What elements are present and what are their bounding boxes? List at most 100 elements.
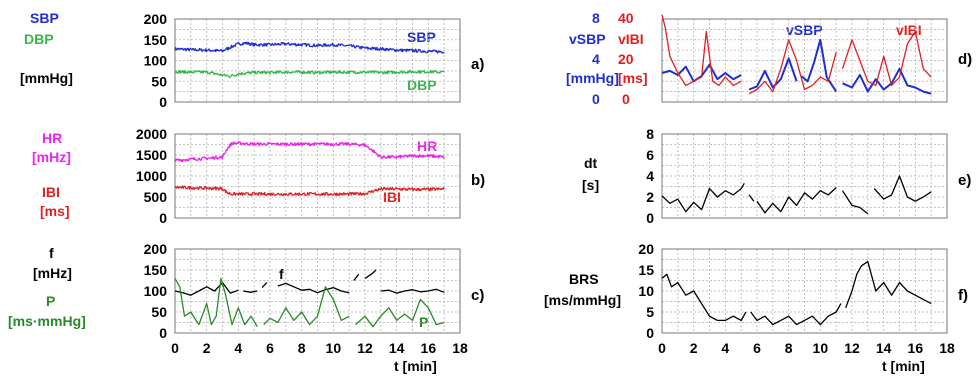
inline-label-hr: HR	[417, 138, 437, 154]
series-line-vsbp	[748, 57, 798, 91]
label-vibi: vIBI	[618, 31, 644, 47]
series-line-f	[353, 273, 360, 281]
series-line-vibi	[748, 39, 837, 95]
series-line-f	[174, 281, 239, 296]
y-tick-label: 100	[144, 283, 168, 299]
plot-frame	[174, 18, 461, 103]
y-tick-label: 0	[159, 210, 167, 226]
y-tick-label: 1500	[136, 147, 167, 163]
x-tick-label: 6	[266, 340, 274, 356]
x-tick-label: 14	[389, 340, 405, 356]
series-line-dt	[661, 182, 745, 213]
label-brs: BRS	[569, 271, 599, 287]
series-line-dt	[841, 190, 869, 215]
label-vsbp: vSBP	[569, 31, 606, 47]
series-line-dbp	[174, 69, 445, 79]
label-d-right-20: 20	[618, 51, 634, 67]
label-d-right-unit: [ms]	[618, 70, 648, 86]
series-line-sbp	[174, 41, 445, 54]
x-axis-label-right: t [min]	[882, 358, 925, 374]
panel-b-labels: HR [mHz] IBI [ms] HR IBI b)	[32, 130, 485, 219]
series-line-ibi	[174, 185, 445, 197]
y-tick-label: 150	[144, 32, 168, 48]
y-tick-label: 5	[646, 304, 654, 320]
y-tick-label: 10	[638, 283, 654, 299]
y-tick-label: 0	[646, 325, 654, 341]
series-line-vsbp	[800, 38, 838, 93]
inline-label-p: P	[419, 314, 428, 330]
chart-panel-c: 0 50 100 150 200 0 2 4 6 8 10 12 14 16 18	[144, 241, 468, 356]
y-tick-label: 0	[646, 210, 654, 226]
series-line-f	[364, 269, 377, 279]
series-line-brs	[661, 273, 747, 322]
label-f-unit: [mHz]	[33, 265, 72, 281]
panel-letter-b: b)	[471, 172, 485, 189]
label-dt: dt	[584, 155, 598, 171]
x-tick-label: 4	[721, 340, 729, 356]
label-d-right-0: 0	[622, 91, 630, 107]
y-tick-label: 2000	[136, 126, 167, 142]
y-tick-label: 2	[646, 189, 654, 205]
series-line-vibi	[661, 14, 742, 87]
x-tick-label: 4	[234, 340, 242, 356]
x-tick-label: 8	[785, 340, 793, 356]
panel-e-labels: dt [s] e)	[582, 155, 971, 193]
series-line-vsbp	[842, 67, 932, 95]
series-line-dt	[873, 175, 932, 202]
x-tick-label: 12	[357, 340, 373, 356]
chart-panel-d	[661, 14, 948, 103]
inline-label-vsbp: vSBP	[786, 22, 823, 38]
y-tick-label: 1000	[136, 168, 167, 184]
x-tick-label: 18	[939, 340, 955, 356]
chart-panel-f: 0 5 10 15 20 0 2 4 6 8 10 12 14 16 18	[638, 241, 955, 356]
label-p: P	[46, 293, 55, 309]
plot-frame	[174, 133, 461, 219]
label-hr-unit: [mHz]	[32, 149, 71, 165]
label-ibi: IBI	[42, 184, 60, 200]
label-ibi-unit: [ms]	[40, 203, 70, 219]
series-line-f	[242, 290, 258, 293]
plot-frame	[661, 18, 948, 103]
label-sbp: SBP	[30, 10, 59, 26]
label-hr: HR	[42, 130, 62, 146]
series-line-f	[261, 282, 268, 289]
x-tick-label: 2	[690, 340, 698, 356]
panel-letter-d: d)	[958, 51, 972, 68]
panel-letter-f: f)	[958, 287, 968, 304]
x-tick-label: 10	[326, 340, 342, 356]
x-tick-label: 0	[658, 340, 666, 356]
panel-a-labels: SBP DBP [mmHg] SBP DBP a)	[20, 10, 484, 93]
plot-frame	[661, 248, 948, 334]
series-line-dt	[756, 187, 837, 214]
panel-letter-a: a)	[471, 56, 484, 73]
label-d-right-40: 40	[618, 10, 634, 26]
label-brs-unit: [ms/mmHg]	[544, 292, 621, 308]
series-line-f	[277, 282, 350, 294]
series-line-hr	[174, 141, 445, 163]
label-d-left-4: 4	[592, 51, 600, 67]
series-line-vibi	[841, 30, 932, 87]
y-tick-label: 0	[159, 94, 167, 110]
panel-d-labels: 8 vSBP 4 [mmHg] 0 40 vIBI 20 [ms] 0 vSBP…	[566, 10, 972, 107]
label-f: f	[49, 245, 54, 261]
inline-label-sbp: SBP	[407, 29, 436, 45]
x-tick-label: 16	[421, 340, 437, 356]
inline-label-dbp: DBP	[407, 77, 437, 93]
y-tick-label: 200	[144, 241, 168, 257]
y-tick-label: 8	[646, 126, 654, 142]
y-tick-label: 0	[159, 325, 167, 341]
plots-layer: 0501001502000500100015002000050100150200…	[136, 11, 955, 356]
x-tick-label: 6	[753, 340, 761, 356]
label-p-unit: [ms·mmHg]	[8, 313, 86, 329]
y-tick-label: 200	[144, 11, 168, 27]
y-tick-label: 100	[144, 53, 168, 69]
x-tick-label: 12	[844, 340, 860, 356]
x-tick-label: 18	[452, 340, 468, 356]
label-d-left-0: 0	[592, 91, 600, 107]
plot-frame	[661, 133, 948, 219]
chart-panel-a: 0 50 100 150 200	[144, 11, 461, 110]
x-tick-label: 2	[203, 340, 211, 356]
series-line-brs	[845, 260, 932, 309]
panel-c-labels: f [mHz] P [ms·mmHg] f P c)	[8, 245, 484, 330]
